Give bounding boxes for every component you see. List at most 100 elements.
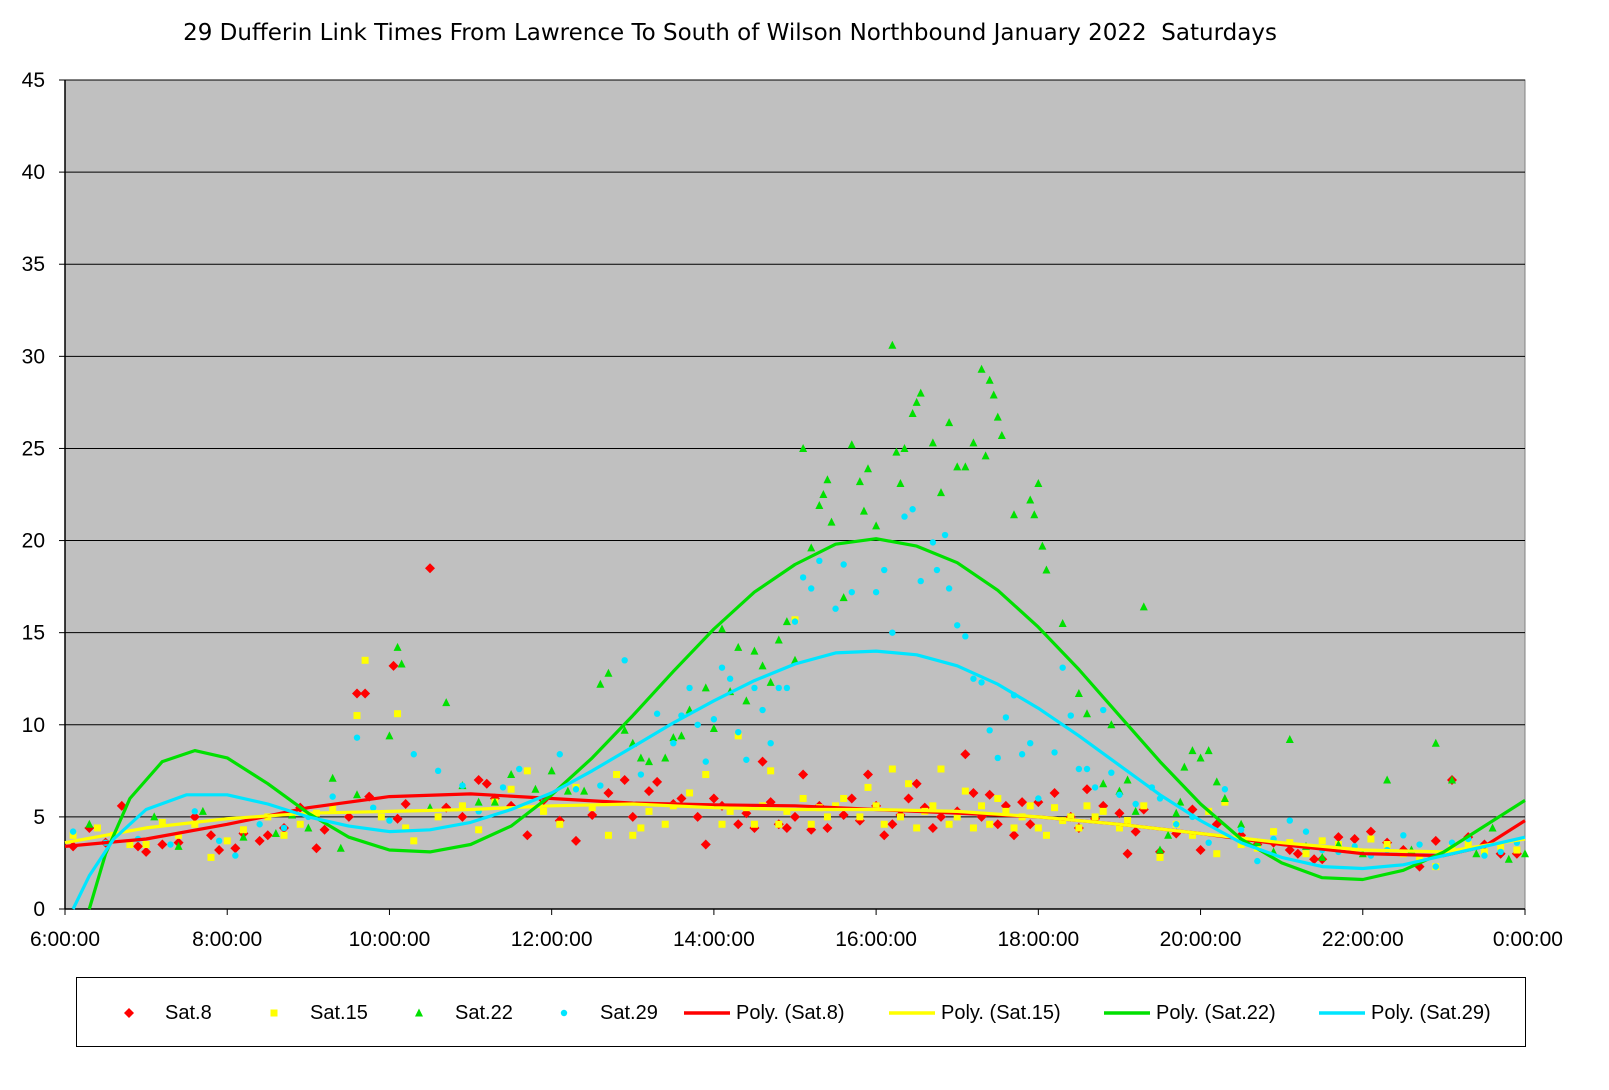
legend-label: Sat.8 <box>165 1001 212 1024</box>
data-point <box>1099 807 1107 815</box>
data-point <box>986 820 994 828</box>
data-point <box>889 629 896 636</box>
data-point <box>888 340 897 349</box>
data-point <box>669 733 678 742</box>
data-point <box>911 778 922 789</box>
data-point <box>588 804 596 812</box>
legend-marker <box>560 1009 568 1017</box>
data-point <box>676 793 687 804</box>
data-point <box>1108 769 1115 776</box>
data-point <box>133 841 143 852</box>
data-point <box>798 769 809 780</box>
legend-marker <box>270 1009 278 1017</box>
data-point <box>629 831 637 839</box>
data-point <box>1164 830 1173 839</box>
data-point <box>392 813 403 824</box>
data-point <box>808 585 815 592</box>
data-point <box>580 786 589 795</box>
data-point <box>1270 828 1278 836</box>
data-point <box>838 810 849 821</box>
data-point <box>734 642 743 651</box>
data-point <box>328 773 337 782</box>
data-point <box>69 831 77 839</box>
data-point <box>694 721 701 728</box>
y-tick-label: 10 <box>22 714 45 737</box>
data-point <box>945 418 954 427</box>
data-point <box>961 787 969 795</box>
data-point <box>85 819 94 828</box>
data-point <box>1432 863 1439 870</box>
data-point <box>1049 787 1060 798</box>
data-point <box>1400 832 1407 839</box>
trendlines <box>64 537 1526 910</box>
data-point <box>150 812 159 821</box>
data-point <box>507 770 516 779</box>
data-point <box>1034 824 1042 832</box>
data-point <box>1318 837 1326 845</box>
data-point <box>872 521 881 530</box>
data-point <box>572 786 580 793</box>
data-point <box>1204 746 1213 755</box>
data-point <box>887 819 898 830</box>
data-point <box>637 771 645 778</box>
data-point <box>839 593 848 602</box>
data-point <box>239 832 248 841</box>
data-point <box>402 824 410 832</box>
data-point <box>807 820 815 828</box>
data-point <box>556 820 564 828</box>
data-point <box>473 775 484 786</box>
data-point <box>1051 804 1059 812</box>
data-point <box>954 622 961 629</box>
data-point <box>1221 798 1229 806</box>
y-tick-label: 0 <box>33 898 45 921</box>
data-point <box>157 839 168 850</box>
data-point <box>945 820 953 828</box>
data-point <box>377 813 385 821</box>
data-point <box>1513 846 1521 854</box>
data-point <box>457 811 468 822</box>
data-point <box>743 756 750 763</box>
data-point <box>945 585 953 592</box>
data-point <box>1497 848 1504 856</box>
data-point <box>913 824 921 832</box>
data-point <box>816 557 823 565</box>
data-point <box>353 712 361 720</box>
x-tick-label: 8:00:00 <box>192 928 262 951</box>
data-point <box>791 618 799 625</box>
data-point <box>912 397 921 406</box>
chart-title: 29 Dufferin Link Times From Lawrence To … <box>183 20 1277 46</box>
data-point <box>256 821 263 828</box>
data-point <box>1042 565 1051 574</box>
data-point <box>1188 831 1196 839</box>
data-point <box>481 778 492 789</box>
data-point <box>1172 808 1181 817</box>
data-point <box>840 794 848 802</box>
data-point <box>733 819 744 830</box>
data-point <box>1416 841 1423 848</box>
data-point <box>953 813 961 821</box>
data-point <box>343 811 354 822</box>
data-point <box>1038 541 1047 550</box>
y-tick-label: 25 <box>22 437 45 460</box>
legend-line-swatch <box>1102 1003 1152 1023</box>
data-point <box>901 513 908 520</box>
data-point <box>1367 835 1375 843</box>
data-point <box>1114 808 1125 819</box>
data-point <box>937 765 945 773</box>
data-point <box>909 506 916 513</box>
data-point <box>1010 510 1018 519</box>
data-point <box>718 624 726 633</box>
data-point <box>1075 824 1083 832</box>
data-point <box>522 830 533 841</box>
data-point <box>1212 777 1221 786</box>
data-point <box>783 807 791 815</box>
data-point <box>1430 835 1441 846</box>
data-point <box>223 837 231 845</box>
data-point <box>735 728 742 736</box>
data-point <box>1130 826 1141 837</box>
data-point <box>329 793 336 800</box>
legend-item: Sat.29 <box>552 1000 658 1026</box>
data-point <box>888 765 896 773</box>
data-point <box>1521 849 1529 858</box>
data-point <box>978 679 985 686</box>
